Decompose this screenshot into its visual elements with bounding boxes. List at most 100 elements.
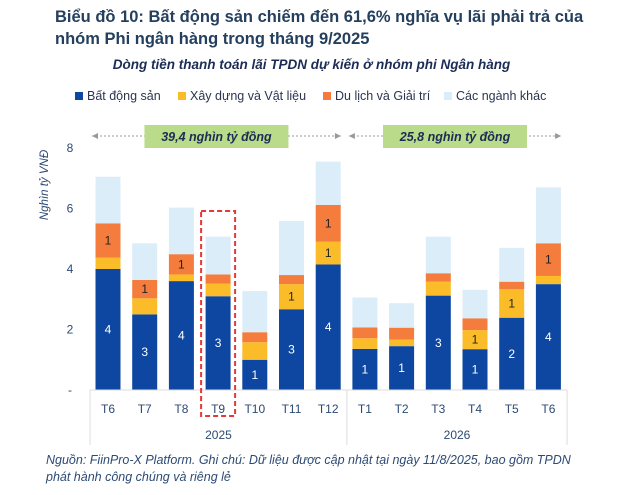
legend-swatch: [444, 92, 452, 100]
group-year-label: 2026: [444, 428, 471, 442]
x-tick-label: T12: [318, 402, 339, 416]
bar-segment: [352, 348, 378, 390]
bar-segment: [315, 161, 341, 205]
bar-segment: [168, 281, 194, 390]
bar-segment: [315, 204, 341, 242]
data-label: 2: [508, 347, 515, 361]
legend-swatch: [75, 92, 83, 100]
bar-segment: [205, 283, 231, 297]
bar-segment: [242, 332, 268, 343]
bar-segment: [315, 241, 341, 265]
bar-segment: [95, 269, 121, 390]
bar-segment: [132, 279, 158, 299]
data-label: 4: [325, 320, 332, 334]
x-tick-label: T6: [541, 402, 555, 416]
data-label: 4: [105, 323, 112, 337]
data-label: 1: [251, 368, 258, 382]
group-total-label: 39,4 nghìn tỷ đồng: [161, 130, 272, 144]
x-tick-label: T2: [395, 402, 409, 416]
bar-segment: [425, 281, 451, 296]
bar-segment: [168, 207, 194, 255]
bar-segment: [499, 281, 525, 290]
data-label: 1: [472, 333, 479, 347]
bar-segment: [389, 346, 415, 390]
data-label: 1: [508, 296, 515, 310]
x-tick-label: T4: [468, 402, 482, 416]
bar-segment: [205, 236, 231, 275]
data-label: 3: [215, 336, 222, 350]
x-tick-label: T6: [101, 402, 115, 416]
bar-segment: [352, 327, 378, 339]
data-label: 4: [545, 330, 552, 344]
highlight-box: [200, 210, 237, 417]
x-tick-label: T10: [244, 402, 265, 416]
data-label: 1: [325, 216, 332, 230]
bar-segment: [499, 289, 525, 318]
bar-segment: [132, 314, 158, 390]
chart-subtitle: Dòng tiền thanh toán lãi TPDN dự kiến ở …: [112, 57, 511, 72]
bar-segment: [535, 275, 561, 285]
bar-segment: [425, 295, 451, 390]
bar-segment: [205, 274, 231, 284]
data-label: 1: [325, 246, 332, 260]
group-total-label: 25,8 nghìn tỷ đồng: [399, 130, 511, 144]
legend-label: Bất động sản: [87, 89, 161, 103]
bar-segment: [95, 223, 121, 258]
bar-segment: [242, 359, 268, 390]
y-tick-label: -: [68, 383, 72, 397]
group-total-box: [383, 125, 527, 148]
y-tick-label: 2: [67, 323, 74, 337]
bar-segment: [462, 349, 488, 390]
data-label: 3: [288, 343, 295, 357]
bar-segment: [205, 296, 231, 390]
y-axis-label: Nghìn tỷ VNĐ: [39, 149, 51, 220]
bar-segment: [389, 327, 415, 340]
data-label: 1: [288, 290, 295, 304]
data-label: 3: [141, 345, 148, 359]
x-tick-label: T5: [505, 402, 519, 416]
bar-segment: [535, 243, 561, 276]
x-tick-label: T9: [211, 402, 225, 416]
chart-title: Biểu đồ 10: Bất động sản chiếm đến 61,6%…: [55, 8, 584, 48]
legend-swatch: [323, 92, 331, 100]
bar-segment: [535, 187, 561, 244]
bar-segment: [462, 330, 488, 350]
bar-segment: [389, 339, 415, 347]
bar-segment: [425, 236, 451, 274]
x-tick-label: T1: [358, 402, 372, 416]
legend-swatch: [178, 92, 186, 100]
bar-segment: [132, 243, 158, 280]
bar-segment: [279, 309, 304, 390]
x-tick-label: T7: [138, 402, 152, 416]
bar-segment: [168, 254, 194, 275]
bar-segment: [95, 257, 121, 269]
y-tick-label: 6: [67, 202, 74, 216]
data-label: 1: [398, 361, 405, 375]
legend-label: Các ngành khác: [456, 89, 546, 103]
group-total-box: [144, 125, 289, 148]
y-tick-label: 8: [67, 141, 74, 155]
bar-segment: [352, 338, 378, 349]
bar-segment: [389, 303, 415, 328]
data-label: 3: [435, 336, 442, 350]
source-note: Nguồn: FiinPro-X Platform. Ghi chú: Dữ l…: [46, 453, 571, 484]
data-label: 1: [178, 257, 185, 271]
bar-segment: [462, 318, 488, 331]
bar-segment: [462, 289, 488, 319]
bar-segment: [279, 275, 304, 285]
bar-segment: [279, 220, 304, 276]
bar-segment: [499, 247, 525, 282]
bar-segment: [352, 297, 378, 328]
data-label: 1: [472, 363, 479, 377]
bar-segment: [168, 274, 194, 282]
data-label: 1: [545, 253, 552, 267]
bar-segment: [315, 264, 341, 390]
data-label: 1: [362, 362, 369, 376]
bar-segment: [535, 284, 561, 390]
bar-segment: [425, 273, 451, 282]
y-tick-label: 4: [67, 262, 74, 276]
x-tick-label: T11: [282, 402, 302, 416]
group-year-label: 2025: [205, 428, 232, 442]
